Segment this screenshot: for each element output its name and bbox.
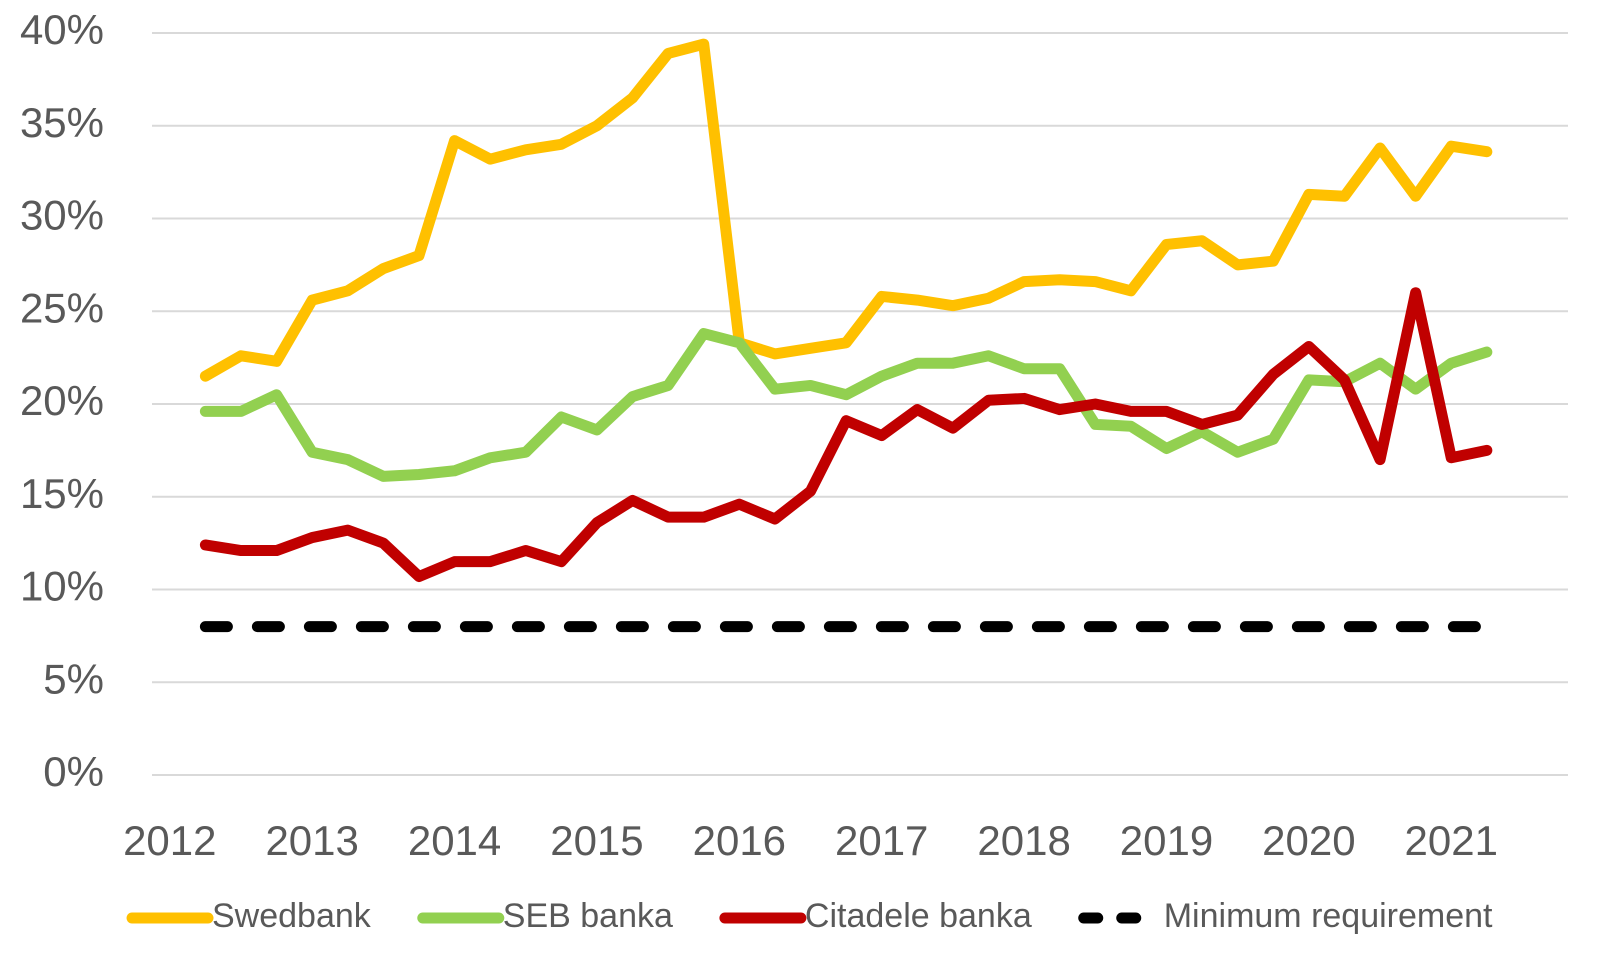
series-line bbox=[199, 328, 1493, 482]
x-tick-label: 2013 bbox=[265, 817, 358, 864]
y-tick-label: 40% bbox=[20, 6, 104, 53]
x-tick-label: 2014 bbox=[408, 817, 501, 864]
legend-label: Citadele banka bbox=[805, 897, 1032, 935]
legend-label: Minimum requirement bbox=[1164, 897, 1493, 935]
series-line bbox=[199, 38, 1493, 382]
y-tick-label: 30% bbox=[20, 192, 104, 239]
x-tick-label: 2017 bbox=[835, 817, 928, 864]
y-tick-label: 10% bbox=[20, 563, 104, 610]
y-tick-label: 25% bbox=[20, 284, 104, 331]
y-tick-label: 20% bbox=[20, 377, 104, 424]
series-line bbox=[199, 287, 1493, 583]
x-tick-label: 2019 bbox=[1120, 817, 1213, 864]
y-tick-label: 0% bbox=[43, 748, 104, 795]
legend-label: Swedbank bbox=[212, 897, 372, 935]
x-tick-label: 2018 bbox=[977, 817, 1070, 864]
x-tick-label: 2012 bbox=[123, 817, 216, 864]
x-tick-label: 2016 bbox=[693, 817, 786, 864]
y-tick-label: 15% bbox=[20, 470, 104, 517]
x-tick-label: 2020 bbox=[1262, 817, 1355, 864]
x-tick-label: 2015 bbox=[550, 817, 643, 864]
y-tick-label: 35% bbox=[20, 99, 104, 146]
x-tick-label: 2021 bbox=[1405, 817, 1498, 864]
y-tick-label: 5% bbox=[43, 655, 104, 702]
legend-label: SEB banka bbox=[503, 897, 673, 935]
